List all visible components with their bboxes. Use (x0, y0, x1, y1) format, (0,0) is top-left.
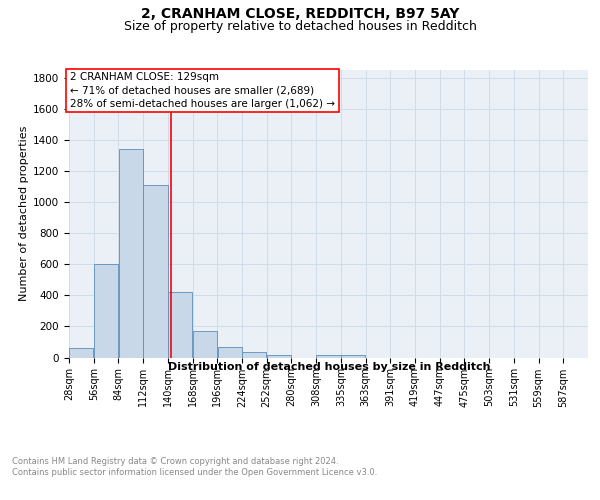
Bar (218, 348, 242, 358)
Text: 2, CRANHAM CLOSE, REDDITCH, B97 5AY: 2, CRANHAM CLOSE, REDDITCH, B97 5AY (141, 8, 459, 22)
Bar (94, 264, 118, 358)
Bar (143, 185, 167, 358)
Bar (316, 355, 341, 358)
Bar (168, 292, 193, 358)
Bar (242, 352, 266, 358)
Bar (69, 348, 94, 358)
Bar (341, 355, 365, 358)
Text: Size of property relative to detached houses in Redditch: Size of property relative to detached ho… (124, 20, 476, 33)
Text: 2 CRANHAM CLOSE: 129sqm
← 71% of detached houses are smaller (2,689)
28% of semi: 2 CRANHAM CLOSE: 129sqm ← 71% of detache… (70, 72, 335, 108)
Bar (119, 150, 143, 358)
Bar (193, 331, 217, 357)
Bar (267, 355, 291, 358)
Text: Contains HM Land Registry data © Crown copyright and database right 2024.
Contai: Contains HM Land Registry data © Crown c… (12, 458, 377, 477)
Text: Distribution of detached houses by size in Redditch: Distribution of detached houses by size … (167, 362, 490, 372)
Y-axis label: Number of detached properties: Number of detached properties (19, 126, 29, 302)
